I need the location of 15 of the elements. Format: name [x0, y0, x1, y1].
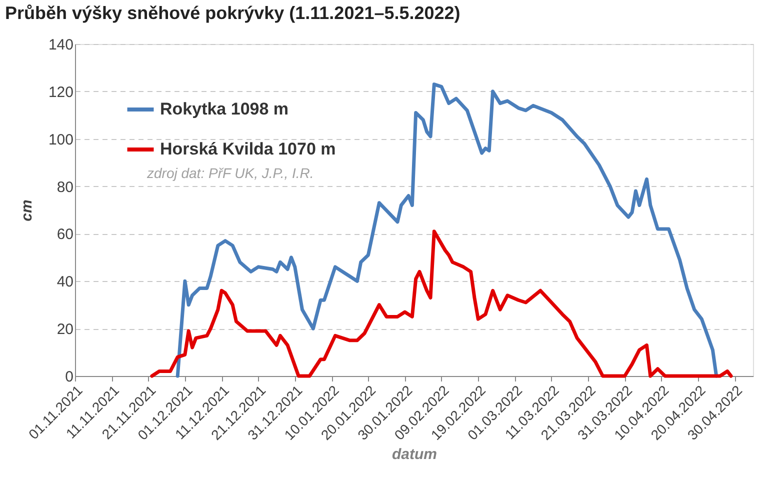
line-series — [150, 230, 733, 378]
legend-label: Horská Kvilda 1070 m — [160, 140, 336, 158]
y-tick-label: 20 — [56, 321, 74, 338]
y-tick-label: 0 — [65, 368, 74, 386]
y-axis-title: cm — [18, 200, 36, 222]
y-tick-label: 60 — [56, 226, 74, 244]
chart-title: Průběh výšky sněhové pokrývky (1.11.2021–5.5.2022) — [5, 3, 460, 23]
x-axis-title: datum — [392, 446, 437, 463]
y-tick-label: 40 — [56, 274, 74, 291]
y-tick-label: 140 — [48, 36, 74, 54]
y-tick-label: 120 — [48, 84, 74, 101]
annotation: zdroj dat: PřF UK, J.P., I.R. — [146, 165, 314, 181]
legend-label: Rokytka 1098 m — [160, 100, 289, 118]
y-tick-label: 80 — [56, 178, 74, 196]
y-tick-label: 100 — [48, 131, 74, 148]
